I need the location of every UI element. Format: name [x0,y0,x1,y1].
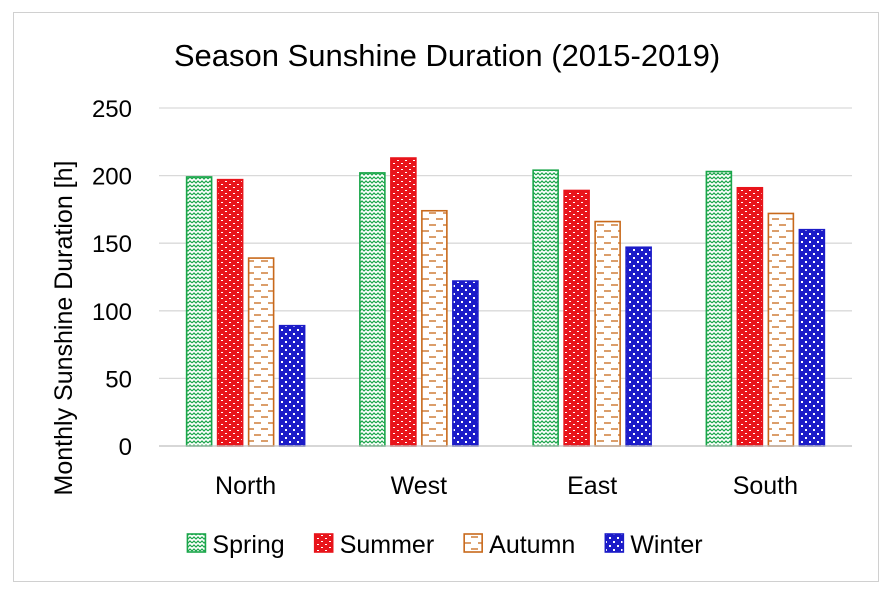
category-label-east: East [567,472,617,500]
bar-winter-south [798,228,826,447]
category-label-south: South [733,472,798,500]
bar-autumn-east [594,220,621,447]
legend-swatch-spring [186,533,207,553]
gridlines [159,107,852,380]
bar-summer-south [736,186,764,447]
y-tick-label: 200 [92,164,132,191]
bar-winter-east [625,246,652,447]
chart-title: Season Sunshine Duration (2015-2019) [174,38,720,73]
legend-swatch-autumn [463,533,483,553]
category-label-north: North [215,472,276,500]
bars [185,157,826,447]
bar-summer-west [390,157,417,447]
legend-label-winter: Winter [630,531,702,559]
bar-winter-north [278,324,306,447]
legend-swatch-summer [313,533,334,553]
y-tick-label: 150 [92,231,132,258]
category-labels: North West East South [215,472,798,500]
category-label-west: West [391,472,448,500]
bar-spring-north [185,176,213,447]
bar-spring-west [359,172,386,447]
y-tick-label: 0 [119,434,132,461]
legend-label-spring: Spring [212,531,284,559]
legend-swatch-winter [604,533,625,553]
bar-summer-north [216,178,244,447]
bar-summer-east [563,189,590,447]
y-tick-label: 100 [92,299,132,326]
legend-label-summer: Summer [340,531,434,559]
bar-autumn-south [767,212,795,447]
bar-spring-south [705,170,733,447]
bar-winter-west [452,280,479,447]
y-axis-label: Monthly Sunshine Duration [h] [50,161,78,496]
bar-autumn-north [247,257,275,447]
bar-spring-east [532,169,559,447]
legend-label-autumn: Autumn [489,531,575,559]
y-tick-label: 50 [105,366,132,393]
bar-autumn-west [421,209,448,447]
y-tick-labels: 0 50 100 150 200 250 [92,96,132,461]
legend: Spring Summer Autumn Winter [186,531,703,559]
y-tick-label: 250 [92,96,132,123]
